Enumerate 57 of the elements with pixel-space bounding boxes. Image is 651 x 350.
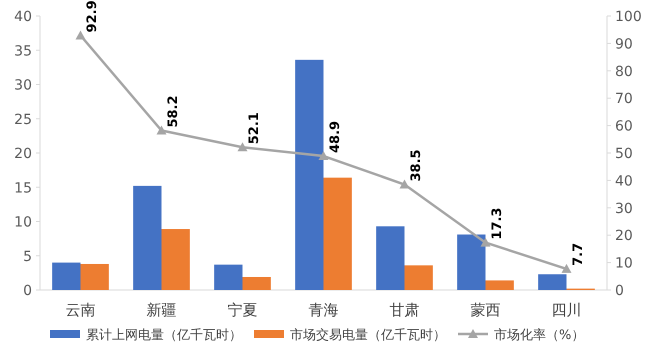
bar [295, 60, 324, 290]
y2-tick-label: 40 [615, 173, 633, 190]
data-label: 58.2 [166, 95, 181, 128]
bar [80, 264, 109, 290]
data-label: 92.9 [85, 0, 100, 32]
data-label: 38.5 [409, 149, 424, 182]
legend-label: 市场交易电量（亿千瓦时） [290, 327, 446, 343]
bar [538, 274, 566, 290]
y2-tick-label: 50 [615, 146, 633, 162]
y-tick-label: 30 [14, 78, 32, 94]
x-tick-label: 云南 [66, 301, 96, 319]
bar [404, 265, 433, 290]
bar [52, 262, 80, 290]
x-tick-label: 宁夏 [228, 301, 258, 319]
y2-tick-label: 60 [615, 118, 633, 135]
y-tick-label: 35 [14, 43, 32, 60]
bar [162, 229, 190, 290]
bar [457, 234, 486, 290]
x-tick-label: 青海 [308, 301, 338, 319]
y-tick-label: 40 [14, 9, 32, 25]
legend-label: 市场化率（%） [494, 327, 584, 343]
point [76, 30, 86, 40]
point [562, 264, 572, 273]
y-tick-label: 0 [23, 283, 32, 299]
y2-tick-label: 10 [615, 256, 633, 272]
x-tick-label: 蒙西 [470, 301, 500, 319]
point [318, 151, 328, 160]
bar [376, 226, 404, 290]
x-tick-label: 四川 [552, 301, 582, 319]
y2-tick-label: 90 [615, 36, 633, 52]
point [156, 126, 166, 135]
y-tick-label: 10 [14, 214, 32, 230]
y2-tick-label: 30 [615, 200, 633, 217]
bar [242, 276, 271, 290]
y-tick-label: 20 [14, 146, 32, 162]
y2-tick-label: 100 [615, 9, 642, 25]
y2-tick-label: 70 [615, 91, 633, 108]
x-tick-label: 甘肃 [390, 301, 420, 319]
y2-tick-label: 80 [615, 64, 633, 80]
y2-tick-label: 0 [615, 283, 624, 299]
point [238, 142, 248, 152]
x-tick-label: 新疆 [146, 301, 176, 319]
data-label: 52.1 [247, 112, 262, 144]
y-tick-label: 25 [14, 112, 32, 128]
point [480, 238, 490, 247]
y2-tick-label: 20 [615, 228, 633, 244]
bar [214, 264, 242, 290]
data-label: 48.9 [328, 120, 343, 154]
bar [133, 186, 162, 290]
point [400, 180, 410, 189]
y-tick-label: 15 [14, 180, 32, 196]
data-label: 7.7 [571, 242, 586, 266]
data-label: 17.3 [490, 208, 505, 240]
bar [324, 178, 352, 290]
y-tick-label: 5 [23, 248, 32, 265]
bar [486, 280, 514, 290]
legend-label: 累计上网电量（亿千瓦时） [86, 328, 242, 343]
